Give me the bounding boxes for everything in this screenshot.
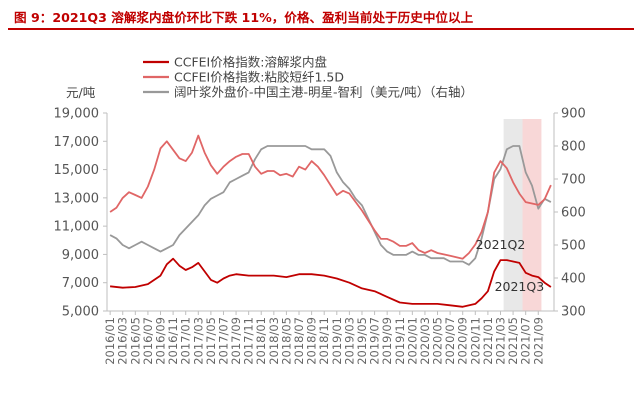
x-tick-label: 2019/01 [330,317,344,365]
right-tick-label: 700 [561,173,586,188]
right-tick-label: 400 [561,272,586,287]
x-tick-label: 2017/07 [216,317,230,365]
annotation-2: 2021Q3 [495,279,545,294]
x-tick-label: 2020/07 [443,317,457,365]
x-tick-label: 2016/05 [128,317,142,365]
title-underline [8,28,634,30]
x-tick-label: 2021/01 [481,317,495,365]
x-tick-label: 2018/03 [267,317,281,365]
x-tick-label: 2016/07 [141,317,155,365]
x-tick-label: 2019/11 [393,317,407,365]
x-tick-label: 2017/09 [229,317,243,365]
x-tick-label: 2020/09 [456,317,470,365]
x-tick-label: 2019/05 [355,317,369,365]
x-tick-label: 2018/01 [254,317,268,365]
left-tick-label: 11,000 [54,220,100,235]
left-tick-label: 13,000 [54,191,100,206]
x-tick-label: 2019/07 [368,317,382,365]
x-tick-label: 2020/05 [431,317,445,365]
x-tick-label: 2021/09 [531,317,545,365]
series-line-1 [110,257,552,308]
x-tick-label: 2016/09 [154,317,168,365]
left-tick-label: 17,000 [54,135,100,150]
legend-label-3: 阔叶浆外盘价-中国主港-明星-智利（美元/吨）（右轴） [174,85,473,100]
x-tick-label: 2018/07 [292,317,306,365]
right-tick-label: 900 [561,107,586,122]
x-tick-label: 2021/05 [506,317,520,365]
x-tick-label: 2021/03 [493,317,507,365]
left-tick-label: 9,000 [62,248,99,263]
annotation-1: 2021Q2 [476,237,526,252]
series-line-3 [109,145,552,266]
x-tick-label: 2020/03 [418,317,432,365]
x-tick-label: 2018/11 [317,317,331,365]
x-tick-label: 2020/11 [468,317,482,365]
right-tick-label: 500 [561,239,586,254]
shaded-range-2 [522,119,542,311]
series-line-2 [109,134,552,260]
left-tick-label: 7,000 [62,276,99,291]
legend-label-1: CCFEI价格指数:溶解浆内盘 [174,55,327,70]
right-tick-label: 600 [561,206,586,221]
x-tick-label: 2017/05 [204,317,218,365]
left-unit-label: 元/吨 [66,85,96,100]
x-tick-label: 2017/01 [179,317,193,365]
x-tick-label: 2018/05 [279,317,293,365]
x-tick-label: 2016/11 [166,317,180,365]
page-title: 图 9：2021Q3 溶解浆内盘价环比下跌 11%，价格、盈利当前处于历史中位以… [14,10,474,25]
right-tick-label: 800 [561,140,586,155]
left-tick-label: 5,000 [62,305,99,320]
x-tick-label: 2017/03 [191,317,205,365]
x-tick-label: 2016/01 [103,317,117,365]
right-tick-label: 300 [561,305,586,320]
x-tick-label: 2020/01 [405,317,419,365]
x-tick-label: 2018/09 [305,317,319,365]
x-tick-label: 2019/03 [342,317,356,365]
legend-label-2: CCFEI价格指数:粘胶短纤1.5D [174,70,344,85]
left-tick-label: 15,000 [54,163,100,178]
x-tick-label: 2016/03 [116,317,130,365]
x-tick-label: 2019/09 [380,317,394,365]
left-tick-label: 19,000 [54,107,100,122]
x-tick-label: 2017/11 [242,317,256,365]
x-tick-label: 2021/07 [519,317,533,365]
